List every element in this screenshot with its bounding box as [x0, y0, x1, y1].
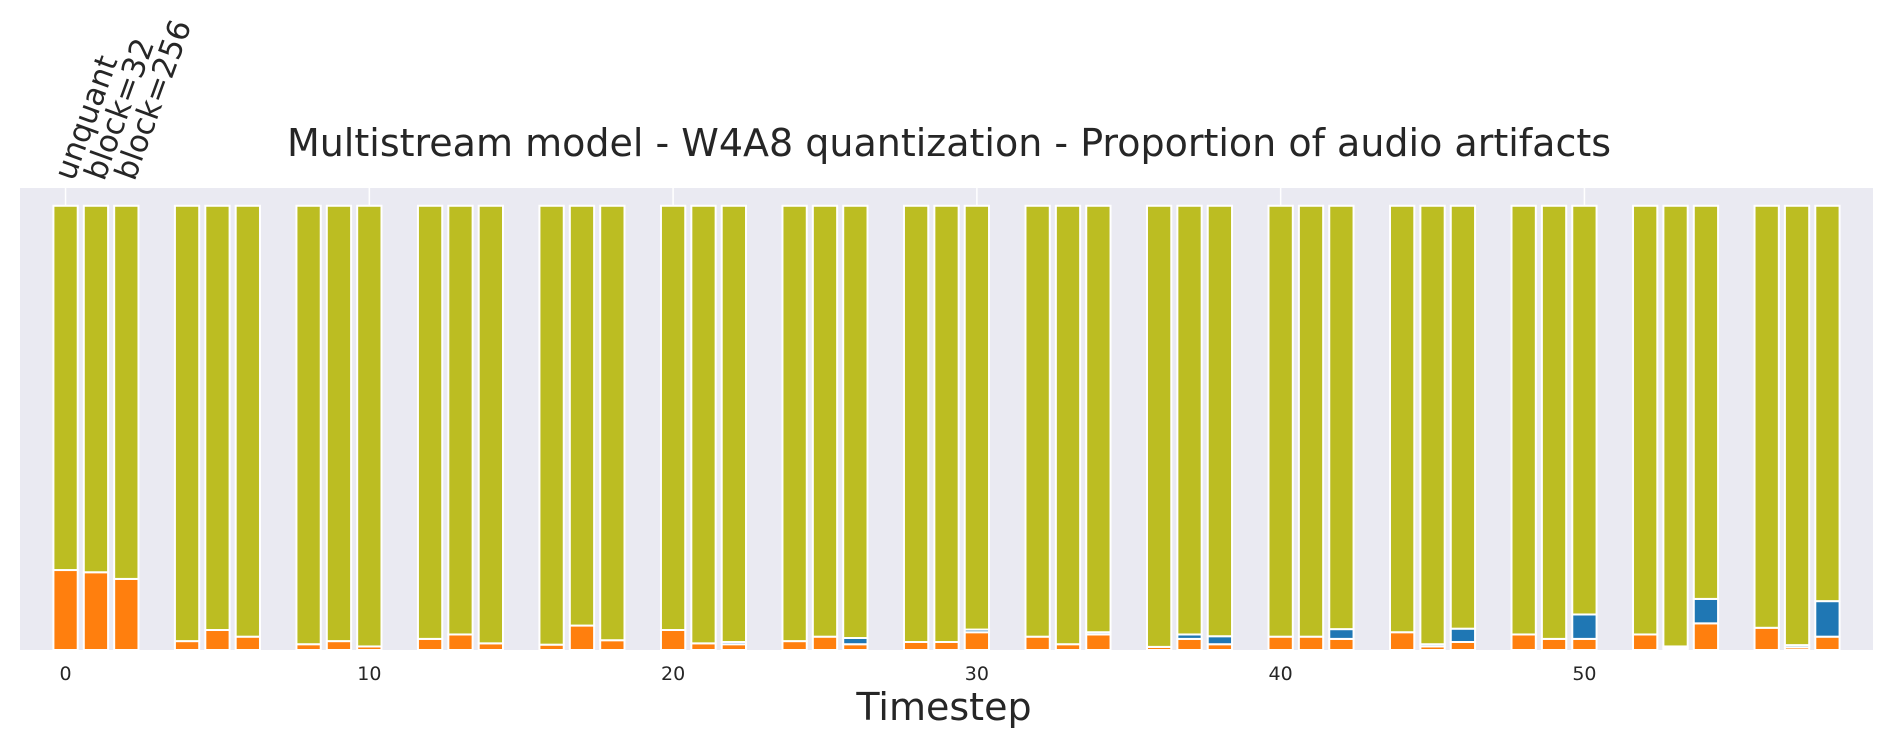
bar-segment: [1328, 204, 1355, 631]
bar-segment: [1176, 204, 1203, 636]
bar-segment: [1085, 633, 1112, 651]
bar-segment: [1571, 204, 1598, 616]
x-tick-label: 20: [661, 663, 685, 685]
bar-segment: [204, 629, 231, 652]
x-ticks: 0 10 20 30 40 50: [60, 663, 1597, 685]
bar-segment: [1206, 204, 1234, 638]
bar-segment: [568, 624, 596, 652]
bar-segment: [933, 641, 960, 651]
bar-segment: [1814, 635, 1841, 652]
bar-segment: [1054, 204, 1082, 646]
bar-segment: [538, 204, 565, 646]
bar-segment: [659, 629, 687, 652]
bar-segment: [295, 204, 322, 646]
bar-segment: [1540, 637, 1568, 651]
bar-segment: [477, 204, 504, 645]
bar-segment: [173, 204, 201, 643]
bar-segment: [204, 204, 231, 632]
bar-segment: [811, 635, 839, 652]
x-tick-label: 10: [357, 663, 381, 685]
bar-segment: [1510, 204, 1537, 636]
bar-segment: [1814, 600, 1841, 638]
bar-segment: [902, 641, 930, 651]
bar-segment: [1510, 633, 1537, 651]
bar-segment: [1449, 641, 1477, 651]
bar-segment: [1449, 627, 1477, 644]
bar-segment: [659, 204, 687, 632]
bar-segment: [113, 577, 140, 652]
x-tick-label: 0: [60, 663, 72, 685]
bar-segment: [52, 204, 79, 572]
bar-segment: [1571, 613, 1598, 640]
bar-segment: [811, 204, 839, 638]
bar-segment: [690, 204, 717, 645]
bar-segment: [82, 204, 110, 574]
bar-segment: [234, 635, 261, 652]
bar-segment: [416, 637, 444, 651]
bar-segment: [781, 640, 808, 651]
bar-segment: [963, 631, 991, 652]
bar-segment: [1024, 635, 1051, 652]
bar-segment: [1297, 635, 1325, 652]
bar-segment: [1085, 204, 1112, 634]
bar-segment: [1692, 622, 1720, 651]
chart-title: Multistream model - W4A8 quantization - …: [287, 121, 1611, 165]
bar-segment: [356, 204, 383, 648]
bar-segment: [234, 204, 261, 638]
bar-segment: [1024, 204, 1051, 638]
bar-segment: [1267, 635, 1294, 652]
bar-segment: [933, 204, 960, 644]
bar-segment: [82, 571, 110, 652]
bar-segment: [1267, 204, 1294, 638]
bar-segment: [325, 640, 353, 651]
bar-segment: [842, 204, 869, 640]
bar-segment: [1328, 637, 1355, 651]
bar-segment: [1176, 637, 1203, 651]
bar-segment: [113, 204, 140, 580]
bar-segment: [568, 204, 596, 627]
bar-segment: [447, 204, 474, 636]
bar-segment: [1632, 204, 1659, 636]
bar-segment: [1662, 204, 1689, 648]
bar-segment: [1783, 204, 1811, 647]
bar-segment: [1571, 637, 1598, 651]
bar-segment: [1449, 204, 1477, 630]
bar-segment: [1206, 635, 1234, 646]
bar-segment: [52, 569, 79, 651]
bar-segment: [1692, 204, 1720, 600]
bar-segment: [1328, 628, 1355, 640]
bar-segment: [416, 204, 444, 640]
bar-segment: [1389, 631, 1416, 652]
bar-segment: [599, 639, 626, 652]
bar-segment: [1632, 633, 1659, 651]
bar-segment: [1814, 204, 1841, 603]
bar-segment: [1389, 204, 1416, 634]
bar-segment: [1692, 597, 1720, 625]
bar-segment: [325, 204, 353, 643]
x-tick-label: 50: [1572, 663, 1596, 685]
bar-segment: [1145, 204, 1173, 648]
x-tick-label: 30: [965, 663, 989, 685]
bar-segment: [1297, 204, 1325, 638]
bar-segment: [599, 204, 626, 642]
bar-segment: [781, 204, 808, 643]
bar-segment: [963, 204, 991, 631]
bars: [52, 204, 1841, 652]
bar-segment: [173, 640, 201, 651]
bar-segment: [1419, 204, 1446, 646]
bar-segment: [1540, 204, 1568, 640]
bar-segment: [1753, 204, 1780, 629]
bar-segment: [1753, 626, 1780, 651]
bar-segment: [447, 633, 474, 651]
bar-segment: [902, 204, 930, 644]
x-axis-label: Timestep: [855, 685, 1031, 729]
bar-segment: [720, 204, 748, 644]
x-tick-label: 40: [1269, 663, 1293, 685]
